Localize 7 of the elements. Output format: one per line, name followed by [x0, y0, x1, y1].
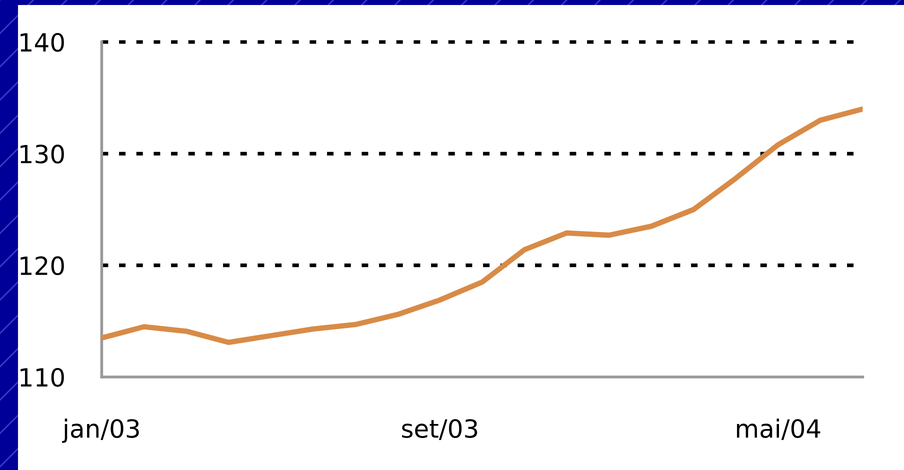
y-tick-label: 140 [20, 32, 64, 52]
y-tick-label: 110 [20, 368, 64, 387]
x-tick-label: mai/04 [736, 418, 820, 440]
x-tick-label: jan/03 [62, 418, 139, 443]
y-tick-label: 120 [20, 256, 64, 276]
y-tick-label: 130 [20, 144, 64, 164]
x-tick-label: set/03 [402, 419, 478, 440]
